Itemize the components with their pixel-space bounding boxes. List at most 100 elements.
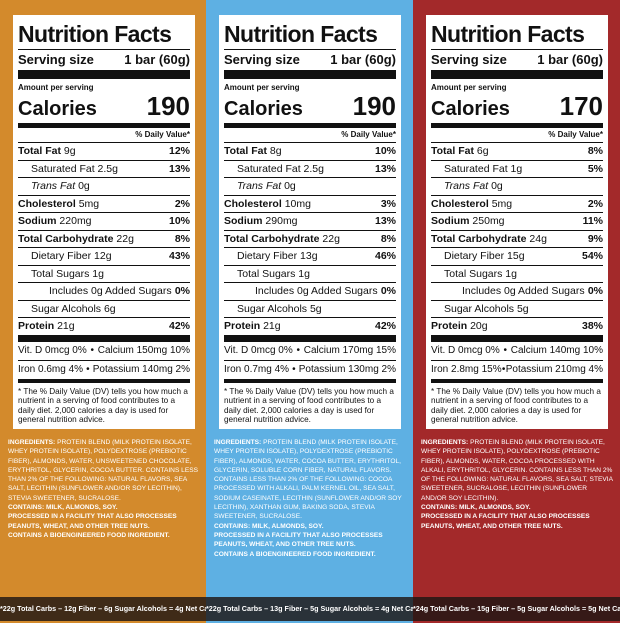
nutrient-amount: 1g: [505, 267, 517, 280]
footnote: * The % Daily Value (DV) tells you how m…: [18, 386, 188, 425]
calories-value: 170: [559, 91, 603, 121]
nutrient-name: Protein: [224, 320, 261, 332]
net-carbs-footer: *22g Total Carbs – 13g Fiber – 5g Sugar …: [206, 597, 413, 621]
nutrient-dv: 8%: [380, 232, 396, 245]
nutrient-row: Total Sugars 1g: [431, 266, 603, 283]
nutrient-name: Total Sugars: [237, 267, 296, 280]
vitamin-row: Iron 0.7mg 4% • Potassium 130mg 2%: [224, 361, 396, 383]
nutrient-dv: 3%: [380, 197, 396, 210]
nutrient: Total Fat 8g: [224, 143, 282, 160]
serving-value: 1 bar (60g): [537, 52, 603, 67]
nutrient: Total Carbohydrate 22g: [18, 231, 134, 248]
nutrient-amount: 1g: [510, 162, 523, 175]
nutrient: Trans Fat 0g: [431, 178, 503, 195]
nutrient: Total Sugars 1g: [431, 266, 517, 283]
nutrient-name: Trans Fat: [444, 180, 489, 192]
nutrient-name: Total Carbohydrate: [224, 232, 320, 245]
nutrient: Protein 20g: [431, 318, 488, 335]
nutrient-amount: 6g: [476, 145, 489, 157]
nutrient-amount: 21g: [263, 320, 281, 332]
nutrition-label: Nutrition Facts Serving size 1 bar (60g) Am…: [219, 15, 401, 429]
nutrient-amount: 21g: [57, 320, 75, 332]
separator: •: [503, 344, 507, 356]
vitamin: Calcium 140mg 10%: [510, 344, 603, 356]
nutrient: Protein 21g: [224, 318, 281, 335]
allergen-note: PROCESSED IN A FACILITY THAT ALSO PROCES…: [421, 513, 590, 530]
nutrient-name: Dietary Fiber: [444, 250, 505, 262]
nutrient-dv: 0%: [587, 285, 603, 297]
nutrient-dv: 8%: [174, 232, 190, 245]
nutrient-dv: 13%: [374, 162, 396, 175]
nutrient: Sugar Alcohols 6g: [18, 301, 116, 318]
footnote: * The % Daily Value (DV) tells you how m…: [431, 386, 601, 425]
vitamin: Vit. D 0mcg 0%: [18, 344, 87, 356]
separator: •: [501, 363, 506, 375]
nutrient-amount: 22g: [116, 232, 134, 245]
nutrient-dv: 8%: [587, 145, 603, 157]
nutrient-amount: 1g: [298, 267, 310, 280]
nutrient-name: Sugar Alcohols: [444, 302, 515, 315]
amount-per-serving: Amount per serving: [224, 83, 300, 92]
nutrient-name: Total Fat: [224, 145, 267, 157]
calories: Calories 190: [224, 92, 396, 128]
ingredients: INGREDIENTS: PROTEIN BLEND (MILK PROTEIN…: [8, 438, 200, 540]
panel: Nutrition Facts Serving size 1 bar (60g) Am…: [206, 0, 413, 623]
nutrient-row: Total Sugars 1g: [224, 266, 396, 283]
nutrient-name: Includes 0g Added Sugars: [462, 285, 585, 297]
nutrient-row: Sodium 290mg 13%: [224, 213, 396, 231]
nutrient: Total Sugars 1g: [224, 266, 310, 283]
nutrient: Dietary Fiber 12g: [18, 248, 112, 265]
nutrient-row: Saturated Fat 1g 5%: [431, 161, 603, 178]
nutrient-amount: 250mg: [472, 215, 505, 227]
nutrient-amount: 15g: [507, 250, 525, 262]
nutrient: Total Carbohydrate 22g: [224, 231, 340, 248]
nutrient-dv: 10%: [168, 215, 190, 227]
nutrient-name: Sugar Alcohols: [31, 302, 102, 315]
nutrient-dv: 5%: [587, 162, 603, 175]
nutrient: Total Sugars 1g: [18, 266, 104, 283]
nutrient-row: Total Fat 9g 12%: [18, 143, 190, 161]
net-carbs-footer: *22g Total Carbs – 12g Fiber – 6g Sugar …: [0, 597, 206, 621]
nutrient-name: Cholesterol: [431, 197, 489, 210]
nutrient-dv: 46%: [374, 250, 396, 262]
allergen-note: CONTAINS: MILK, ALMONDS, SOY.: [214, 522, 324, 530]
nutrient: Protein 21g: [18, 318, 75, 335]
nutrient-row: Total Carbohydrate 22g 8%: [224, 231, 396, 248]
nutrient-row: Cholesterol 5mg 2%: [18, 196, 190, 213]
nutrient-amount: 0g: [491, 180, 503, 192]
nutrient-name: Sodium: [431, 215, 470, 227]
nutrient-row: Total Fat 6g 8%: [431, 143, 603, 161]
serving-value: 1 bar (60g): [330, 52, 396, 67]
ingredients-label: INGREDIENTS:: [8, 439, 56, 446]
nutrient-dv: 2%: [587, 197, 603, 210]
nutrient-row: Includes 0g Added Sugars 0%: [224, 283, 396, 301]
nutrient: Dietary Fiber 13g: [224, 248, 318, 265]
vitamin-row: Iron 0.6mg 4% • Potassium 140mg 2%: [18, 361, 190, 383]
nutrient-amount: 2.5g: [97, 162, 118, 175]
separator: •: [296, 344, 300, 356]
nutrient-name: Saturated Fat: [31, 162, 95, 175]
calories: Calories 170: [431, 92, 603, 128]
nutrient-amount: 290mg: [265, 215, 298, 227]
nutrient: Saturated Fat 2.5g: [224, 161, 324, 178]
nutrient-amount: 5g: [516, 302, 529, 315]
vitamin: Vit. D 0mcg 0%: [224, 344, 293, 356]
nutrient: Cholesterol 10mg: [224, 196, 311, 213]
nutrient-row: Protein 20g 38%: [431, 318, 603, 342]
nutrient-name: Dietary Fiber: [31, 250, 92, 262]
allergen-note: PROCESSED IN A FACILITY THAT ALSO PROCES…: [8, 513, 177, 530]
title: Nutrition Facts: [18, 19, 190, 50]
nutrient-amount: 22g: [322, 232, 340, 245]
nutrient-dv: 13%: [168, 162, 190, 175]
nutrient-dv: 42%: [374, 320, 396, 332]
dv-header: % Daily Value*: [18, 128, 190, 143]
serving-label: Serving size: [18, 52, 94, 67]
nutrient-dv: 13%: [374, 215, 396, 227]
allergen-note: CONTAINS A BIOENGINEERED FOOD INGREDIENT…: [8, 531, 170, 539]
nutrient-amount: 8g: [269, 145, 282, 157]
vitamin: Potassium 130mg 2%: [298, 363, 396, 375]
nutrient-name: Total Carbohydrate: [18, 232, 114, 245]
nutrient: Cholesterol 5mg: [431, 196, 512, 213]
nutrient-dv: 0%: [380, 285, 396, 297]
